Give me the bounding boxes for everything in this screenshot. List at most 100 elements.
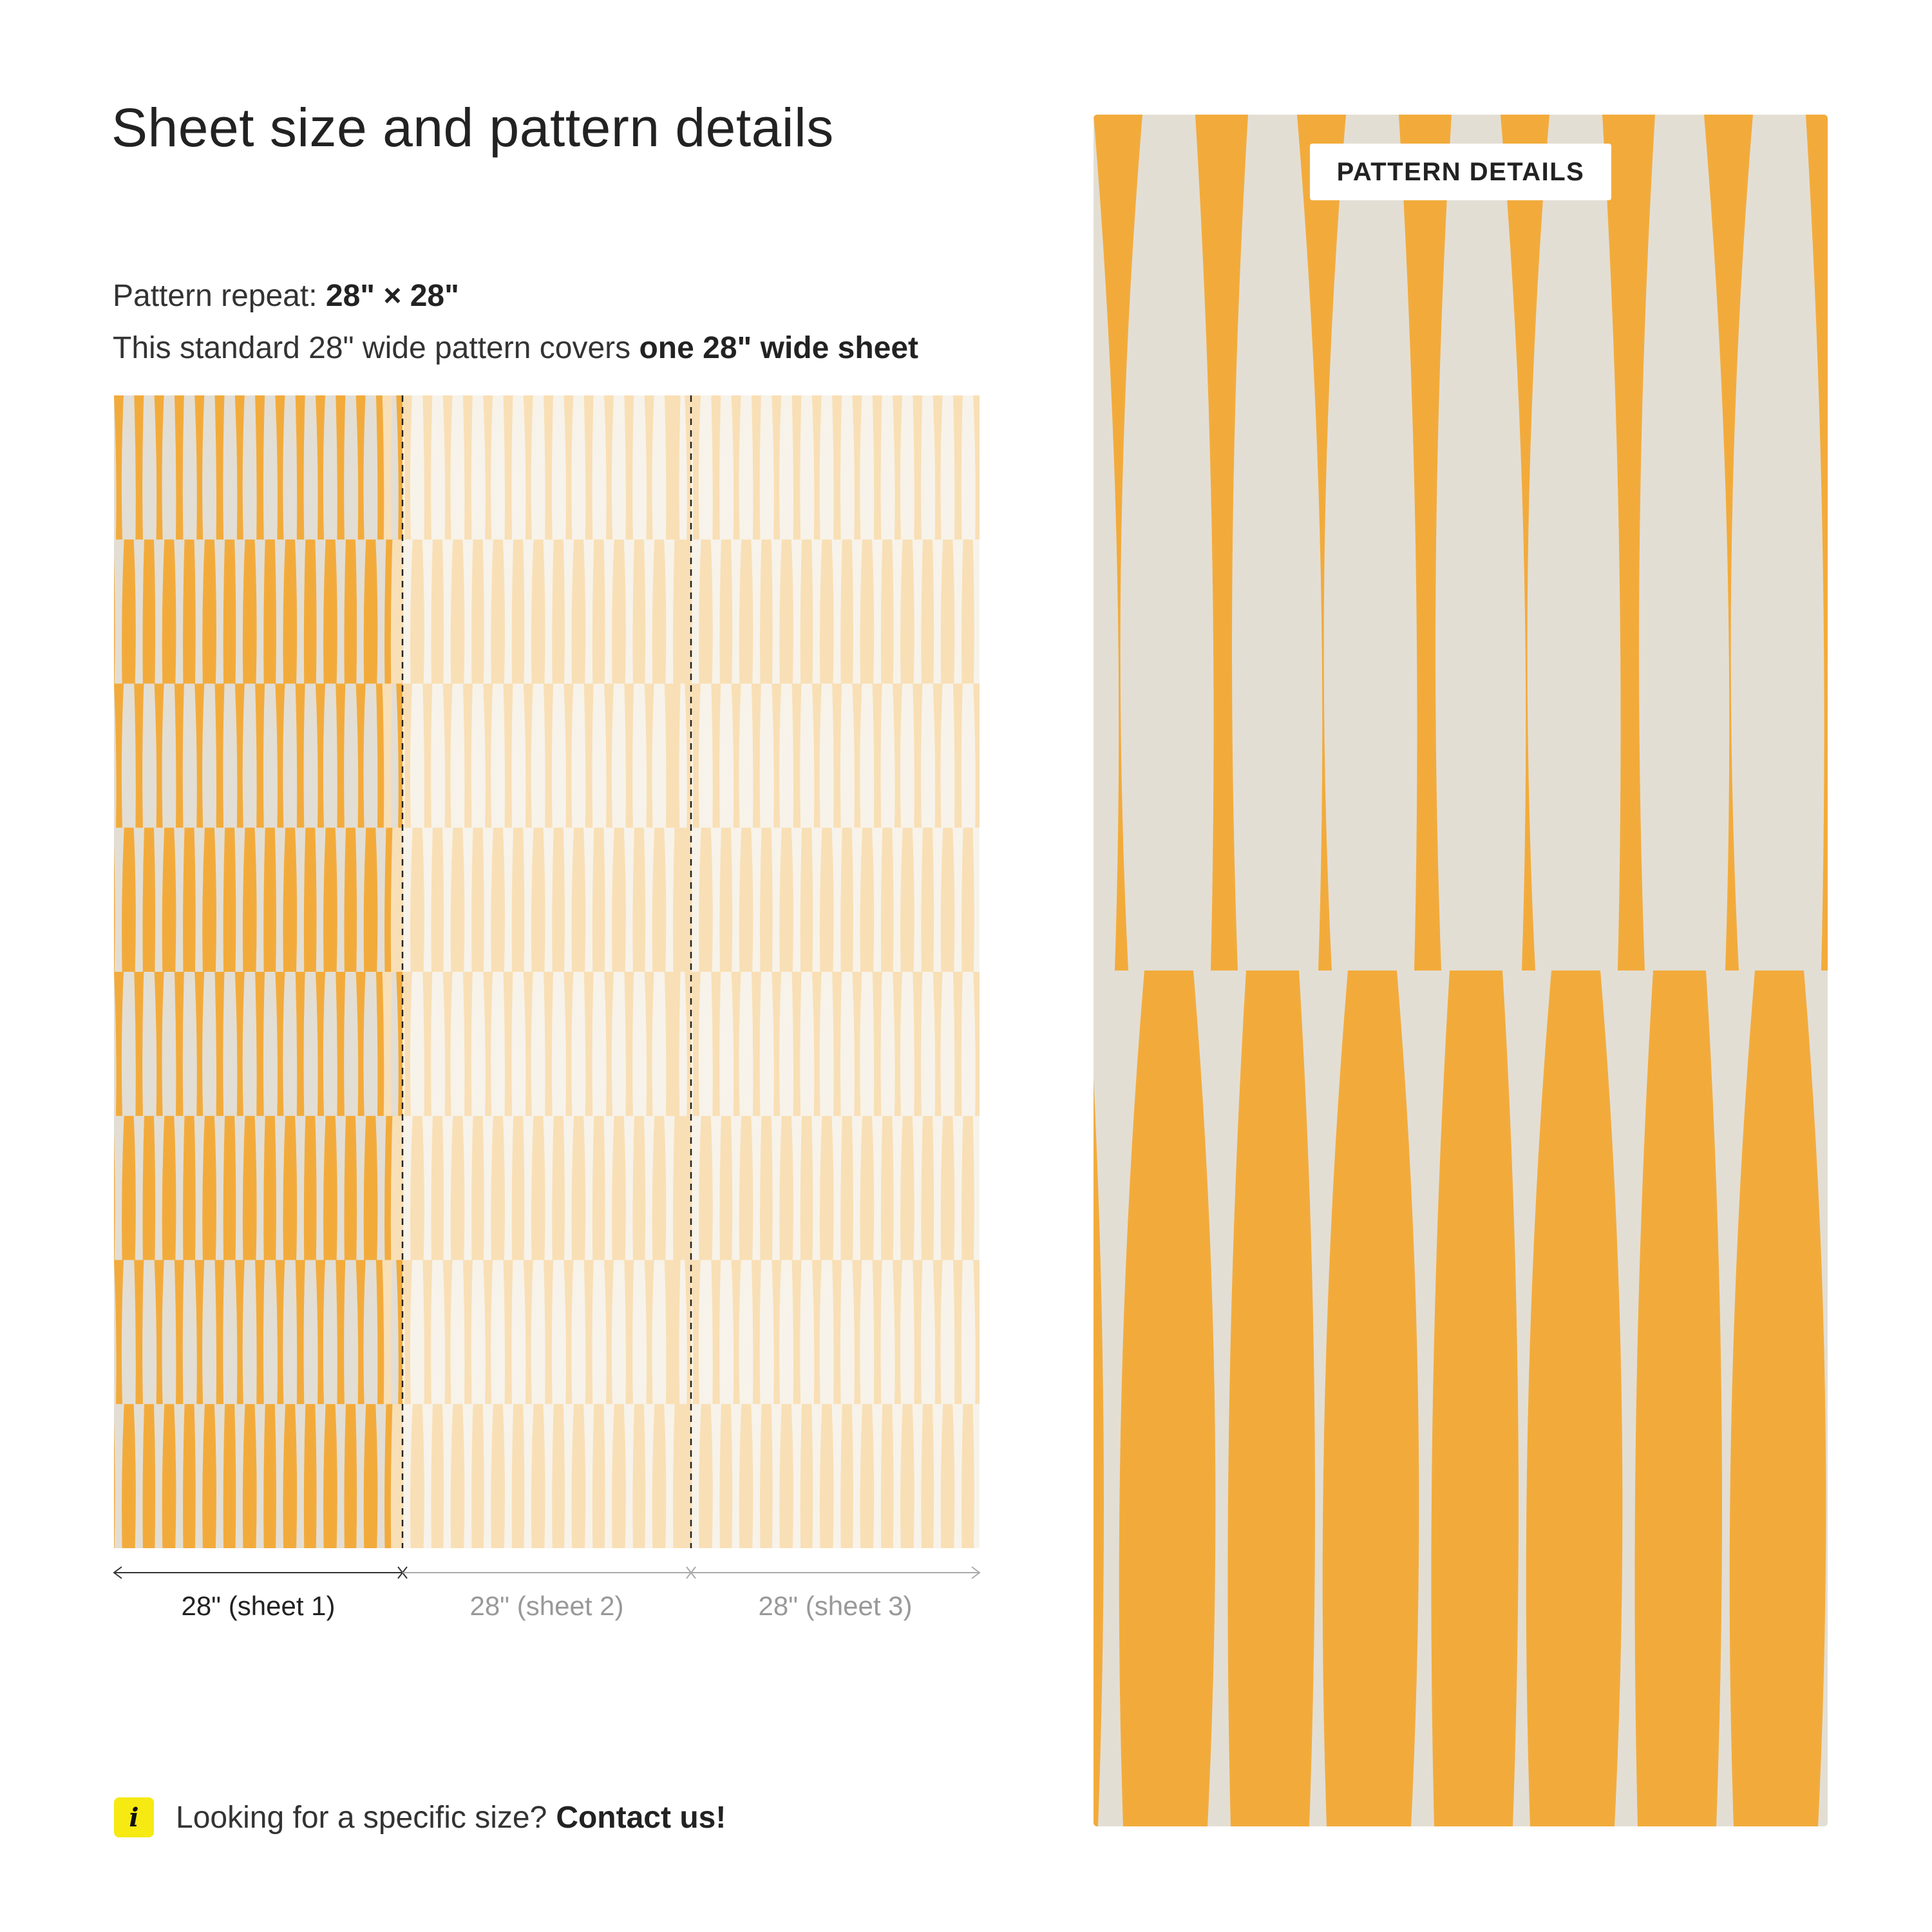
pattern-stripe — [174, 1260, 184, 1405]
pattern-stripe — [1602, 115, 1655, 971]
pattern-stripe — [363, 1115, 378, 1260]
pattern-stripe — [134, 972, 144, 1116]
pattern-stripe — [961, 539, 974, 684]
pattern-stripe — [214, 972, 225, 1116]
pattern-stripe — [739, 1404, 753, 1548]
pattern-stripe — [283, 828, 298, 972]
pattern-stripe — [791, 683, 802, 828]
pattern-stripe — [731, 683, 741, 828]
pattern-stripe — [893, 972, 902, 1116]
pattern-stripe — [1634, 971, 1722, 1826]
coverage-text: This standard 28" wide pattern covers — [113, 331, 631, 365]
pattern-stripe — [860, 828, 875, 972]
pattern-stripe — [471, 828, 484, 972]
pattern-stripe — [295, 683, 305, 828]
contact-text: Looking for a specific size? — [176, 1800, 547, 1835]
pattern-stripe — [263, 1115, 276, 1260]
pattern-stripe — [711, 683, 721, 828]
pattern-repeat-label: Pattern repeat: — [113, 279, 317, 313]
pattern-stripe — [691, 683, 701, 828]
pattern-stripe — [336, 1260, 346, 1405]
pattern-stripe — [860, 1404, 875, 1548]
pattern-stripe — [583, 1260, 594, 1405]
pattern-stripe — [344, 828, 357, 972]
pattern-stripe — [779, 1115, 793, 1260]
pattern-stripe — [604, 972, 614, 1116]
pattern-stripe — [900, 539, 914, 684]
pattern-stripe — [772, 1260, 782, 1405]
pattern-stripe — [462, 1260, 473, 1405]
pattern-stripe — [344, 539, 357, 684]
pattern-stripe — [422, 1260, 433, 1405]
pattern-stripe — [791, 395, 802, 540]
pattern-stripe — [431, 1115, 444, 1260]
pattern-stripe — [772, 972, 782, 1116]
pattern-stripe — [223, 1404, 236, 1548]
pattern-stripe — [214, 683, 225, 828]
pattern-stripe — [336, 972, 346, 1116]
pattern-stripe — [840, 1404, 853, 1548]
pattern-stripe — [772, 395, 782, 540]
pattern-stripe — [462, 683, 473, 828]
pattern-stripe — [1297, 115, 1346, 971]
pattern-stripe — [739, 539, 753, 684]
pattern-stripe — [670, 1260, 681, 1405]
pattern-stripe — [961, 1404, 974, 1548]
pattern-stripe — [491, 539, 505, 684]
pattern-stripe — [223, 828, 236, 972]
pattern-stripe — [523, 972, 533, 1116]
pattern-stripe — [760, 1404, 773, 1548]
pattern-stripe — [355, 972, 366, 1116]
pattern-stripe — [544, 683, 554, 828]
pattern-stripe — [336, 683, 346, 828]
pattern-stripe — [336, 395, 346, 540]
pattern-stripe — [840, 539, 853, 684]
contact-us-link[interactable]: Contact us! — [556, 1800, 726, 1835]
pattern-stripe — [402, 683, 412, 828]
pattern-stripe — [183, 828, 196, 972]
pattern-stripe — [691, 1260, 701, 1405]
pattern-stripe — [933, 395, 943, 540]
pattern-stripe — [214, 1260, 225, 1405]
contact-row: i Looking for a specific size? Contact u… — [114, 1797, 726, 1838]
pattern-stripe — [880, 828, 894, 972]
pattern-stripe — [880, 539, 894, 684]
pattern-stripe — [1094, 115, 1142, 971]
pattern-stripe — [114, 972, 124, 1116]
pattern-stripe — [840, 828, 853, 972]
pattern-stripe — [234, 395, 245, 540]
pattern-stripe — [739, 1115, 753, 1260]
pattern-stripe — [624, 683, 634, 828]
pattern-stripe — [142, 1404, 156, 1548]
pattern-stripe — [571, 1404, 586, 1548]
pattern-stripe — [303, 828, 317, 972]
pattern-stripe — [544, 395, 554, 540]
pattern-stripe — [114, 1419, 115, 1548]
pattern-stripe — [511, 828, 525, 972]
pattern-stripe — [202, 539, 216, 684]
pattern-stripe — [442, 1260, 453, 1405]
pattern-stripe — [431, 828, 444, 972]
pattern-stripe — [344, 1404, 357, 1548]
pattern-stripe — [1399, 115, 1452, 971]
pattern-stripe — [483, 683, 493, 828]
pattern-stripe — [652, 828, 667, 972]
pattern-stripe — [711, 1260, 721, 1405]
pattern-stripe — [779, 539, 793, 684]
pattern-stripe — [142, 539, 156, 684]
pattern-stripe — [791, 1260, 802, 1405]
pattern-stripe — [719, 1404, 733, 1548]
pattern-stripe — [751, 395, 761, 540]
pattern-stripe — [242, 828, 257, 972]
pattern-stripe — [431, 1404, 444, 1548]
pattern-stripe — [952, 395, 963, 540]
pattern-stripe — [142, 828, 156, 972]
pattern-stripe — [612, 539, 626, 684]
pattern-stripe — [612, 828, 626, 972]
pattern-stripe — [122, 539, 136, 684]
pattern-stripe — [760, 539, 773, 684]
pattern-stripe — [632, 1115, 646, 1260]
pattern-stripe — [223, 1115, 236, 1260]
pattern-stripe — [800, 539, 813, 684]
pattern-stripe — [390, 828, 404, 972]
